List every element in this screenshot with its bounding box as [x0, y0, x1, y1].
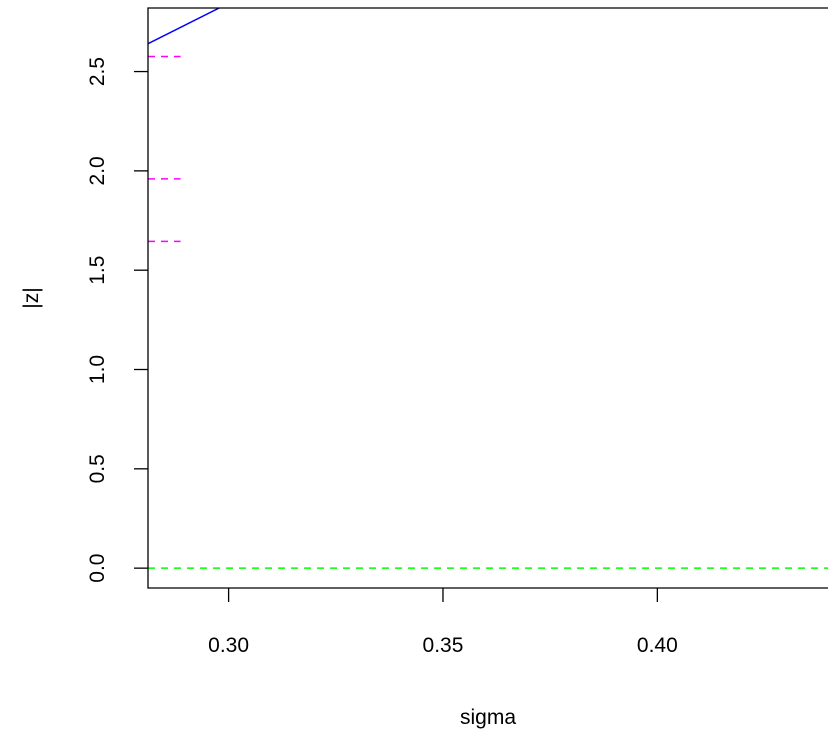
series-lines: [148, 8, 220, 45]
y-axis: 0.0 0.5 1.0 1.5 2.0 2.5: [86, 57, 148, 583]
y-tick-label-1: 0.5: [86, 454, 109, 483]
x-axis-title: sigma: [460, 706, 516, 729]
x-axis: 0.30 0.35 0.40: [208, 588, 678, 657]
x-tick-label-1: 0.35: [423, 634, 464, 657]
x-tick-label-2: 0.40: [637, 634, 678, 657]
y-tick-label-2: 1.0: [86, 355, 109, 384]
series-line-0: [148, 8, 220, 45]
y-tick-label-4: 2.0: [86, 156, 109, 185]
y-axis-title: |z|: [20, 287, 43, 308]
x-tick-label-0: 0.30: [208, 634, 249, 657]
y-tick-label-3: 1.5: [86, 256, 109, 285]
y-tick-label-0: 0.0: [86, 554, 109, 583]
reference-lines: [148, 55, 828, 569]
plot-frame: [147, 7, 828, 589]
y-tick-label-5: 2.5: [86, 57, 109, 86]
